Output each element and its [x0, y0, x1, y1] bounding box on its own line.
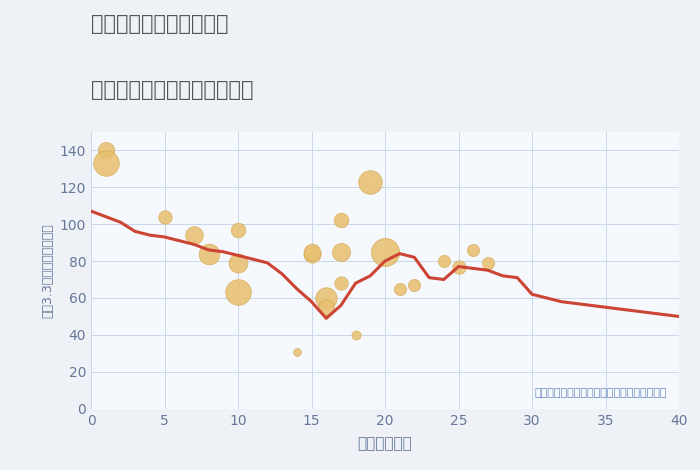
Point: [100, 146, 111, 154]
Point: [232, 226, 244, 233]
Point: [203, 250, 214, 258]
Y-axis label: 平（3.3㎡）単価（万円）: 平（3.3㎡）単価（万円）: [41, 223, 54, 318]
Point: [335, 217, 346, 224]
Point: [453, 263, 464, 270]
Text: 千葉県千葉市若葉区都賀: 千葉県千葉市若葉区都賀: [91, 14, 228, 34]
Text: 築年数別中古マンション価格: 築年数別中古マンション価格: [91, 80, 253, 100]
Point: [232, 289, 244, 296]
Point: [335, 280, 346, 287]
Point: [321, 304, 332, 311]
Point: [321, 294, 332, 302]
Point: [482, 259, 493, 266]
Point: [468, 246, 479, 254]
Point: [159, 213, 170, 220]
Point: [291, 348, 302, 355]
Point: [365, 178, 376, 185]
X-axis label: 築年数（年）: 築年数（年）: [358, 436, 412, 451]
Point: [232, 259, 244, 266]
Point: [188, 231, 199, 239]
Point: [335, 248, 346, 256]
Point: [438, 257, 449, 265]
Point: [409, 281, 420, 289]
Text: 円の大きさは、取引のあった物件面積を示す: 円の大きさは、取引のあった物件面積を示す: [535, 388, 667, 398]
Point: [394, 285, 405, 292]
Point: [350, 331, 361, 339]
Point: [100, 159, 111, 167]
Point: [379, 248, 391, 256]
Point: [306, 250, 317, 258]
Point: [306, 248, 317, 256]
